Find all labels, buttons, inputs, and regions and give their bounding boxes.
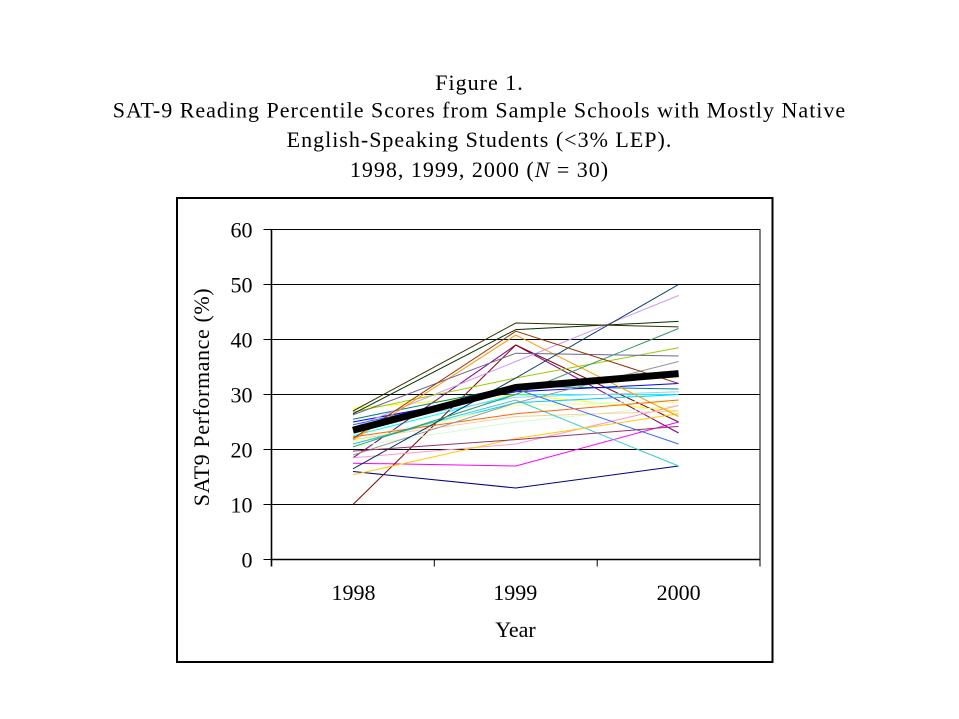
svg-text:50: 50 bbox=[231, 273, 253, 298]
svg-text:Figure 1.: Figure 1. bbox=[435, 70, 523, 95]
svg-text:2000: 2000 bbox=[657, 580, 701, 605]
svg-text:10: 10 bbox=[231, 493, 253, 518]
svg-text:40: 40 bbox=[231, 328, 253, 353]
svg-text:20: 20 bbox=[231, 438, 253, 463]
svg-text:1998, 1999, 2000 (N = 30): 1998, 1999, 2000 (N = 30) bbox=[350, 157, 609, 182]
svg-text:1998: 1998 bbox=[332, 580, 376, 605]
svg-text:English-Speaking Students (<3%: English-Speaking Students (<3% LEP). bbox=[287, 127, 673, 152]
svg-text:SAT-9 Reading Percentile Score: SAT-9 Reading Percentile Scores from Sam… bbox=[113, 98, 846, 123]
svg-text:1999: 1999 bbox=[493, 580, 537, 605]
svg-text:30: 30 bbox=[231, 383, 253, 408]
svg-text:Year: Year bbox=[495, 617, 536, 642]
svg-text:0: 0 bbox=[242, 548, 253, 573]
svg-text:SAT9 Performance (%): SAT9 Performance (%) bbox=[189, 288, 214, 507]
svg-text:60: 60 bbox=[231, 218, 253, 243]
